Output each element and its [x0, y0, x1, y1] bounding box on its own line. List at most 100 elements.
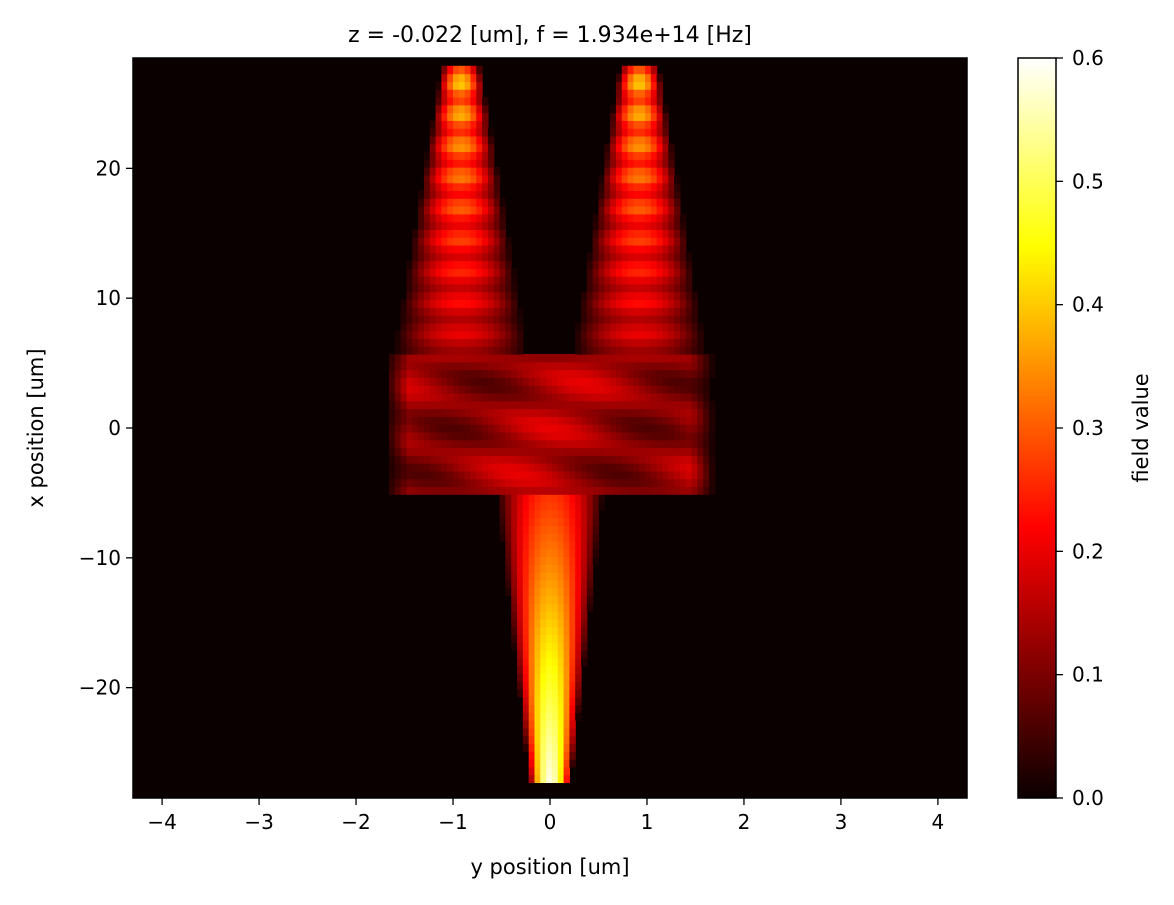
heatmap-cell	[709, 416, 716, 425]
heatmap-cell	[563, 439, 570, 449]
heatmap-cell	[453, 268, 460, 277]
heatmap-cell	[674, 408, 681, 417]
heatmap-cell	[476, 377, 483, 386]
heatmap-cell	[610, 174, 617, 184]
heatmap-cell	[575, 579, 582, 589]
heatmap-cell	[511, 478, 518, 488]
heatmap-cell	[633, 96, 640, 106]
heatmap-cell	[540, 408, 547, 417]
heatmap-cell	[668, 244, 675, 254]
heatmap-cell	[633, 244, 640, 254]
heatmap-cell	[615, 377, 623, 386]
heatmap-cell	[639, 237, 646, 246]
heatmap-cell	[499, 213, 506, 223]
heatmap-cell	[633, 424, 640, 433]
heatmap-cell	[458, 291, 466, 301]
heatmap-cell	[394, 439, 402, 449]
heatmap-cell	[703, 354, 710, 363]
heatmap-cell	[487, 260, 495, 269]
heatmap-cell	[528, 525, 536, 534]
heatmap-cell	[586, 463, 594, 472]
heatmap-cell	[557, 720, 565, 729]
heatmap-cell	[482, 143, 489, 153]
heatmap-cell	[511, 626, 518, 636]
heatmap-cell	[586, 385, 594, 394]
heatmap-cell	[482, 283, 489, 293]
heatmap-cell	[604, 322, 611, 332]
heatmap-cell	[546, 470, 553, 480]
heatmap-cell	[662, 338, 669, 347]
heatmap-cell	[505, 369, 512, 378]
heatmap-cell	[470, 104, 477, 114]
heatmap-cell	[581, 517, 588, 526]
heatmap-cell	[412, 299, 419, 308]
heatmap-cell	[668, 151, 675, 160]
heatmap-cell	[522, 455, 530, 464]
heatmap-cell	[522, 470, 530, 480]
heatmap-cell	[604, 354, 611, 363]
heatmap-cell	[476, 198, 483, 207]
heatmap-cell	[423, 424, 431, 433]
heatmap-cell	[470, 128, 477, 137]
heatmap-cell	[511, 439, 518, 449]
heatmap-cell	[423, 190, 431, 199]
heatmap-cell	[668, 315, 675, 324]
heatmap-cell	[546, 759, 553, 768]
heatmap-cell	[610, 354, 617, 363]
heatmap-cell	[487, 424, 495, 433]
heatmap-cell	[476, 237, 483, 246]
heatmap-cell	[522, 587, 530, 597]
heatmap-cell	[668, 346, 675, 355]
heatmap-cell	[639, 159, 646, 168]
heatmap-cell	[464, 112, 472, 121]
heatmap-cell	[418, 470, 425, 480]
heatmap-cell	[685, 431, 693, 441]
heatmap-cell	[493, 174, 501, 184]
heatmap-cell	[418, 354, 425, 363]
heatmap-cell	[447, 89, 454, 98]
heatmap-cell	[662, 385, 669, 394]
heatmap-cell	[662, 190, 669, 199]
heatmap-cell	[627, 338, 634, 347]
heatmap-cell	[598, 416, 605, 425]
heatmap-cell	[627, 65, 634, 75]
heatmap-cell	[423, 283, 431, 293]
heatmap-cell	[575, 385, 582, 394]
heatmap-cell	[400, 361, 408, 371]
heatmap-cell	[679, 424, 687, 433]
heatmap-cell	[610, 408, 617, 417]
heatmap-cell	[679, 315, 687, 324]
heatmap-cell	[458, 455, 466, 464]
heatmap-cell	[540, 766, 547, 776]
heatmap-cell	[563, 494, 570, 503]
plot-area	[132, 57, 968, 799]
heatmap-cell	[487, 392, 495, 402]
heatmap-cell	[592, 392, 600, 402]
heatmap-cell	[505, 315, 512, 324]
heatmap-cell	[540, 439, 547, 449]
heatmap-cell	[470, 400, 477, 410]
heatmap-cell	[412, 431, 419, 441]
heatmap-cell	[528, 587, 536, 597]
heatmap-cell	[429, 291, 437, 301]
heatmap-cell	[586, 346, 594, 355]
heatmap-cell	[656, 268, 664, 277]
heatmap-cell	[528, 665, 536, 674]
heatmap-cell	[487, 276, 495, 285]
heatmap-cell	[505, 330, 512, 340]
heatmap-cell	[522, 688, 530, 698]
heatmap-cell	[557, 626, 565, 636]
heatmap-cell	[551, 759, 559, 768]
heatmap-cell	[499, 424, 506, 433]
heatmap-cell	[604, 307, 611, 316]
heatmap-cell	[499, 252, 506, 262]
heatmap-cell	[522, 354, 530, 363]
heatmap-cell	[615, 167, 623, 176]
heatmap-cell	[627, 128, 634, 137]
heatmap-cell	[551, 595, 559, 604]
heatmap-cell	[441, 135, 448, 145]
heatmap-cell	[470, 167, 477, 176]
heatmap-cell	[645, 431, 652, 441]
heatmap-cell	[429, 369, 437, 378]
heatmap-cell	[586, 556, 594, 565]
